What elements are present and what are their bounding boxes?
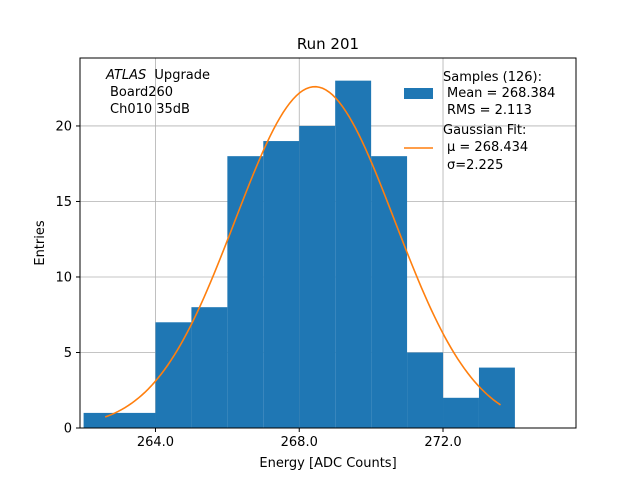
plot-annotation: ATLAS Upgrade Board260 Ch010 35dB (105, 68, 210, 117)
x-tick-label: 272.0 (424, 435, 461, 450)
x-tick-label: 264.0 (137, 435, 174, 450)
histogram-bar (263, 141, 300, 428)
gaussian-fit (104, 85, 501, 418)
histogram-bar (155, 322, 192, 428)
histogram-bar (83, 412, 156, 428)
legend-fit-mu: μ = 268.434 (447, 140, 528, 155)
legend-samples-title: Samples (126): (443, 70, 542, 85)
svg-text:ATLAS Upgrade: ATLAS Upgrade (105, 68, 210, 83)
annotation-channel: Ch010 35dB (110, 102, 190, 117)
axis-ticks: 264.0 268.0 272.0 0 5 10 15 20 (55, 119, 461, 450)
x-axis-label: Energy [ADC Counts] (259, 456, 396, 471)
legend-fit-sigma: σ=2.225 (447, 158, 503, 173)
histogram-bar (335, 80, 372, 428)
y-tick-label: 10 (55, 270, 72, 285)
histogram-bar (299, 125, 336, 429)
legend: Samples (126): Mean = 268.384 RMS = 2.11… (404, 70, 555, 173)
histogram-bar (371, 156, 408, 428)
legend-samples-rms: RMS = 2.113 (447, 103, 532, 118)
legend-samples-mean: Mean = 268.384 (447, 86, 555, 101)
histogram-bar (227, 156, 264, 428)
y-tick-label: 15 (55, 195, 72, 210)
annotation-board: Board260 (110, 85, 173, 100)
legend-samples-swatch (404, 88, 433, 99)
histogram-bar (478, 367, 515, 428)
histogram-bar (191, 307, 228, 428)
y-tick-label: 5 (64, 346, 72, 361)
annotation-upgrade: Upgrade (154, 68, 210, 83)
chart-title: Run 201 (297, 35, 359, 53)
x-tick-label: 268.0 (281, 435, 318, 450)
histogram-bar (407, 352, 444, 428)
legend-fit-title: Gaussian Fit: (443, 123, 526, 138)
y-axis-label: Entries (33, 220, 48, 266)
histogram-bar (443, 397, 479, 428)
histogram-bars (83, 80, 515, 429)
fit-curve (104, 85, 501, 418)
y-tick-label: 20 (55, 119, 72, 134)
y-tick-label: 0 (64, 422, 72, 437)
annotation-atlas: ATLAS (105, 68, 146, 83)
plot-frame (79, 57, 577, 429)
